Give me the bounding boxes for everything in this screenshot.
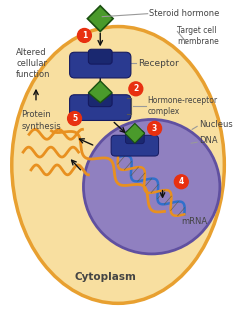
Text: Protein
synthesis: Protein synthesis: [21, 110, 61, 131]
Circle shape: [78, 28, 91, 42]
Polygon shape: [87, 6, 113, 31]
FancyBboxPatch shape: [88, 49, 112, 64]
FancyBboxPatch shape: [70, 95, 131, 120]
Circle shape: [174, 175, 188, 189]
Ellipse shape: [12, 27, 224, 303]
Text: 1: 1: [82, 31, 87, 40]
Text: Receptor: Receptor: [138, 59, 179, 68]
Text: 2: 2: [133, 84, 138, 93]
Text: Altered
cellular
function: Altered cellular function: [16, 47, 51, 79]
Polygon shape: [125, 124, 145, 143]
Text: 5: 5: [72, 114, 77, 123]
Text: Steroid hormone: Steroid hormone: [149, 9, 219, 18]
Text: Nucleus: Nucleus: [199, 120, 233, 129]
Circle shape: [68, 112, 81, 125]
FancyBboxPatch shape: [125, 131, 144, 144]
Text: Target cell
membrane: Target cell membrane: [177, 26, 219, 46]
Circle shape: [129, 82, 143, 96]
Text: DNA: DNA: [199, 136, 218, 145]
Text: Cytoplasm: Cytoplasm: [74, 272, 136, 282]
Ellipse shape: [83, 119, 220, 254]
Text: 4: 4: [179, 177, 184, 186]
FancyBboxPatch shape: [70, 52, 131, 78]
FancyBboxPatch shape: [111, 135, 159, 156]
Polygon shape: [88, 81, 112, 103]
Text: 3: 3: [152, 124, 157, 133]
Text: mRNA: mRNA: [181, 217, 207, 226]
Circle shape: [148, 122, 162, 135]
FancyBboxPatch shape: [88, 92, 112, 107]
Text: Hormone-receptor
complex: Hormone-receptor complex: [148, 96, 218, 116]
